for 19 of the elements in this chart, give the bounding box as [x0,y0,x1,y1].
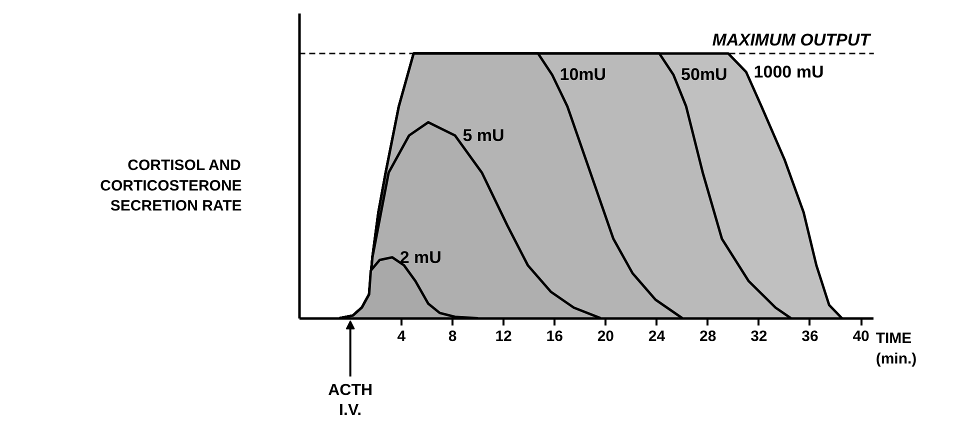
x-tick-label: 36 [802,328,818,346]
series-label: 50mU [681,65,728,84]
x-tick-label: 24 [648,328,666,346]
x-axis-title: TIME (min.) [876,330,917,368]
x-tick-label: 20 [597,328,614,346]
x-tick-label: 16 [546,328,563,346]
x-tick-label: 4 [397,328,406,346]
y-axis-title: CORTISOL AND CORTICOSTERONE SECRETION RATE [100,156,242,215]
series-label: 5 mU [462,126,504,146]
series-label: 2 mU [400,248,442,267]
series-label: 10mU [560,65,606,84]
x-tick-label: 28 [700,328,716,346]
ref-line-label: MAXIMUM OUTPUT [712,30,872,50]
series-label: 1000 mU [754,62,824,82]
x-tick-label: 40 [852,328,870,346]
annotation: ACTH I.V. [328,382,373,420]
x-tick-label: 12 [495,328,512,346]
x-tick-label: 32 [750,328,768,346]
x-tick-label: 8 [448,328,457,346]
